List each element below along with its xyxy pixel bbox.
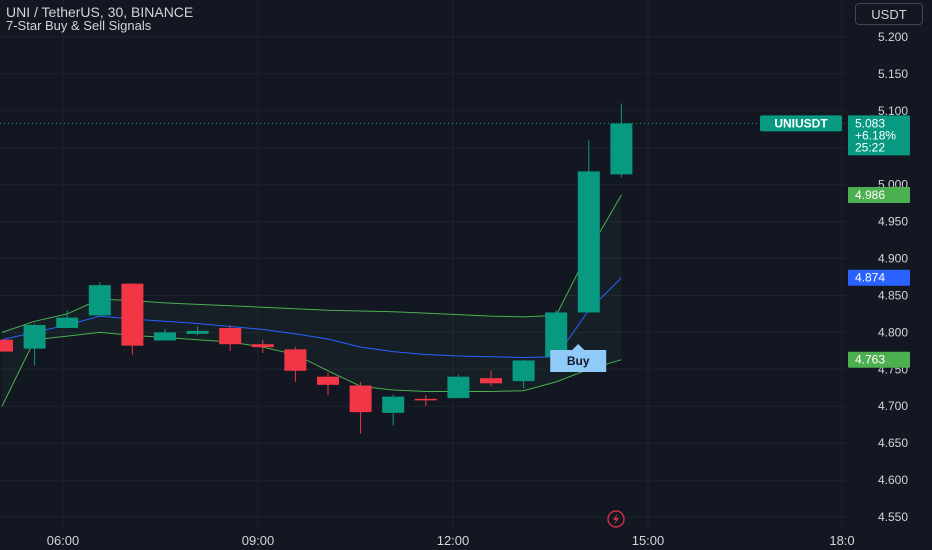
lower-band-line	[1, 331, 622, 407]
candle-body	[577, 171, 600, 313]
chart-grid	[0, 0, 848, 528]
candle-body	[23, 325, 46, 349]
indicator-bands	[0, 122, 848, 407]
time-tick-label: 18:0	[829, 533, 854, 548]
symbol-tag	[760, 115, 842, 132]
candle-body	[219, 327, 242, 345]
price-tick-label: 4.950	[878, 215, 908, 229]
price-tick-label: 4.650	[878, 436, 908, 450]
price-marker-text: 25:22	[855, 140, 885, 154]
price-tick-label: 5.200	[878, 30, 908, 44]
indicator-title[interactable]: 7-Star Buy & Sell Signals	[6, 18, 152, 33]
candle-body	[251, 344, 274, 348]
time-tick-label: 12:00	[437, 533, 470, 548]
price-tick-label: 4.600	[878, 473, 908, 487]
price-marker-text: 4.986	[855, 188, 885, 202]
time-tick-label: 09:00	[242, 533, 275, 548]
buy-signal-text: Buy	[567, 354, 590, 368]
symbol-tag-text: UNIUSDT	[774, 116, 828, 130]
candle-body	[0, 339, 13, 352]
price-tick-label: 5.150	[878, 67, 908, 81]
candle-body	[545, 312, 568, 357]
buy-signal-label	[550, 344, 607, 373]
price-tick-label: 4.800	[878, 325, 908, 339]
candle-body	[414, 398, 437, 401]
currency-button[interactable]: USDT	[855, 3, 923, 25]
time-tick-label: 15:00	[632, 533, 665, 548]
candle-body	[610, 123, 633, 175]
price-tick-label: 4.850	[878, 288, 908, 302]
band-fill	[2, 195, 622, 407]
price-axis: 5.2005.1505.1005.0505.0004.9504.9004.850…	[760, 0, 932, 550]
time-tick-label: 06:00	[47, 533, 80, 548]
candle-body	[317, 376, 339, 385]
price-marker	[848, 187, 910, 204]
candle-body	[56, 317, 79, 328]
candle-body	[284, 349, 307, 371]
price-tick-label: 4.700	[878, 399, 908, 413]
time-axis: 06:00 09:00 12:00 15:00 18:0	[0, 528, 932, 550]
candle-body	[480, 378, 502, 384]
price-marker-text: 5.083	[855, 116, 885, 130]
price-tick-label: 5.100	[878, 104, 908, 118]
price-tick-label: 4.550	[878, 510, 908, 524]
price-marker	[848, 115, 910, 156]
lightning-circle-icon[interactable]	[603, 510, 629, 528]
price-marker-text: 4.874	[855, 271, 885, 285]
price-marker	[848, 269, 910, 286]
symbol-title[interactable]: UNI / TetherUS, 30, BINANCE	[6, 4, 194, 20]
candle-body	[512, 360, 535, 382]
candle-body	[154, 332, 176, 341]
price-marker-text: 4.763	[855, 353, 885, 367]
candle-body	[88, 285, 111, 316]
mid-line	[1, 277, 622, 358]
candle-body	[349, 385, 372, 413]
price-marker	[848, 351, 910, 368]
candle-body	[186, 330, 209, 334]
signal-labels: Buy	[550, 344, 607, 373]
price-marker-text: +6.18%	[855, 128, 896, 142]
candle-body	[447, 376, 470, 399]
candle-body	[121, 283, 144, 346]
candles	[0, 103, 633, 434]
price-tick-label: 4.900	[878, 252, 908, 266]
time-axis-bg	[0, 528, 932, 550]
candle-body	[382, 396, 405, 413]
